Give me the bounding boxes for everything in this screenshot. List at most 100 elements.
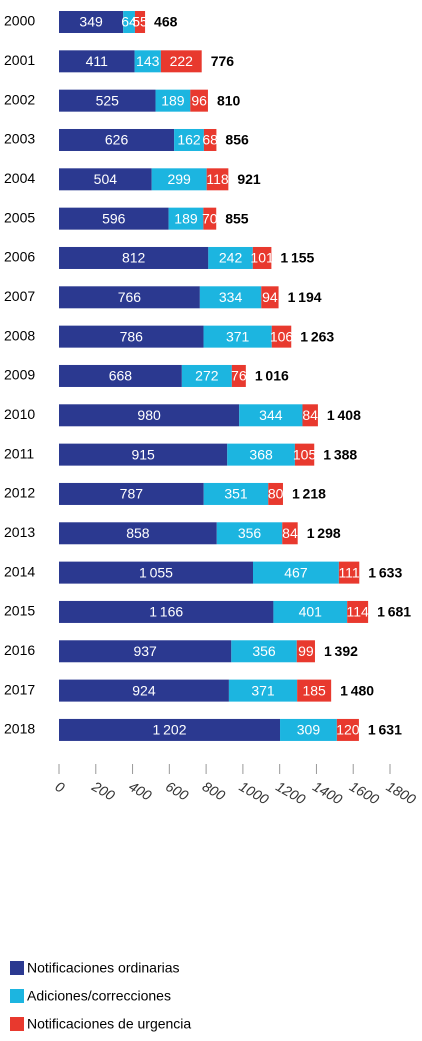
total-label: 1 681 (377, 604, 411, 620)
bar-segment (59, 207, 169, 230)
category-label: 2017 (4, 681, 35, 697)
bar-segment (203, 325, 272, 348)
value-label: 99 (298, 643, 314, 659)
value-label: 401 (299, 604, 323, 620)
total-label: 1 633 (368, 564, 402, 580)
category-label: 2002 (4, 91, 35, 107)
bar-segment (227, 443, 295, 466)
value-label: 84 (282, 525, 298, 541)
value-label: 64 (121, 14, 137, 30)
legend-label: Notificaciones de urgencia (27, 1016, 191, 1032)
value-label: 351 (224, 486, 248, 502)
bar-segment (59, 364, 182, 387)
bar-segment (134, 50, 161, 73)
bar-segment (231, 364, 246, 387)
value-label: 299 (167, 171, 191, 187)
value-label: 368 (249, 446, 273, 462)
bar-segment (59, 600, 274, 623)
bar-segment (203, 128, 217, 151)
value-label: 68 (202, 132, 218, 148)
bar-segment (59, 128, 175, 151)
bar-segment (174, 128, 204, 151)
value-label: 70 (202, 210, 218, 226)
value-label: 309 (297, 722, 321, 738)
legend-label: Notificaciones ordinarias (27, 960, 180, 976)
bar-segment (168, 207, 204, 230)
bar-segment (347, 600, 369, 623)
total-label: 1 408 (327, 407, 361, 423)
category-label: 2000 (4, 13, 35, 29)
total-label: 1 218 (292, 486, 326, 502)
bar-segment (59, 718, 281, 741)
bar-segment (59, 561, 254, 584)
bar-segment (203, 207, 217, 230)
value-label: 76 (231, 368, 247, 384)
value-label: 55 (132, 14, 148, 30)
bar-segment (253, 561, 339, 584)
value-label: 1 166 (149, 604, 183, 620)
value-label: 504 (94, 171, 118, 187)
x-tick-label: 1400 (310, 778, 345, 808)
bar-segment (155, 89, 191, 112)
bar-segment (59, 11, 124, 33)
bar-segment (208, 246, 253, 269)
value-label: 356 (238, 525, 262, 541)
value-label: 222 (170, 53, 194, 69)
bar-segment (59, 482, 204, 505)
bar-segment (59, 50, 135, 73)
category-label: 2011 (4, 445, 34, 461)
bar-segment (271, 325, 292, 348)
value-label: 111 (338, 564, 359, 580)
value-label: 114 (346, 604, 369, 620)
x-tick-label: 1000 (237, 778, 272, 808)
value-label: 626 (105, 132, 129, 148)
value-label: 349 (79, 14, 103, 30)
x-tick-label: 200 (89, 777, 118, 803)
value-label: 105 (293, 446, 317, 462)
bar-segment (59, 404, 240, 427)
value-label: 980 (137, 407, 161, 423)
value-label: 371 (251, 682, 275, 698)
total-label: 1 392 (324, 643, 358, 659)
legend-swatch (10, 1017, 24, 1031)
bar-segment (59, 679, 229, 702)
value-label: 162 (177, 132, 201, 148)
total-label: 1 298 (307, 525, 341, 541)
total-label: 776 (211, 53, 235, 69)
category-label: 2008 (4, 327, 35, 343)
value-label: 94 (262, 289, 278, 305)
bar-segment (181, 364, 232, 387)
bar-segment (294, 443, 315, 466)
category-label: 2018 (4, 721, 35, 737)
total-label: 1 194 (288, 289, 322, 305)
x-tick-label: 400 (126, 778, 154, 804)
value-label: 525 (96, 92, 120, 108)
bar-segment (280, 718, 337, 741)
legend-swatch (10, 989, 24, 1003)
legend-swatch (10, 961, 24, 975)
bar-segment (252, 246, 272, 269)
total-label: 1 263 (300, 328, 334, 344)
category-label: 2016 (4, 642, 35, 658)
value-label: 344 (259, 407, 283, 423)
value-label: 185 (302, 682, 326, 698)
total-label: 1 480 (340, 682, 374, 698)
bar-segment (203, 482, 269, 505)
bar-segment (228, 679, 298, 702)
value-label: 1 055 (139, 564, 173, 580)
x-tick-label: 1600 (347, 778, 382, 808)
bar-segment (239, 404, 303, 427)
bar-segment (206, 168, 229, 191)
bar-segment (216, 522, 283, 545)
value-label: 189 (174, 210, 198, 226)
value-label: 118 (206, 171, 229, 187)
total-label: 856 (225, 132, 249, 148)
total-label: 921 (237, 171, 261, 187)
bar-segment (190, 89, 208, 112)
category-label: 2001 (4, 52, 35, 68)
x-tick-label: 600 (163, 778, 191, 804)
value-label: 96 (191, 92, 207, 108)
value-label: 371 (226, 328, 250, 344)
value-label: 1 202 (153, 722, 187, 738)
